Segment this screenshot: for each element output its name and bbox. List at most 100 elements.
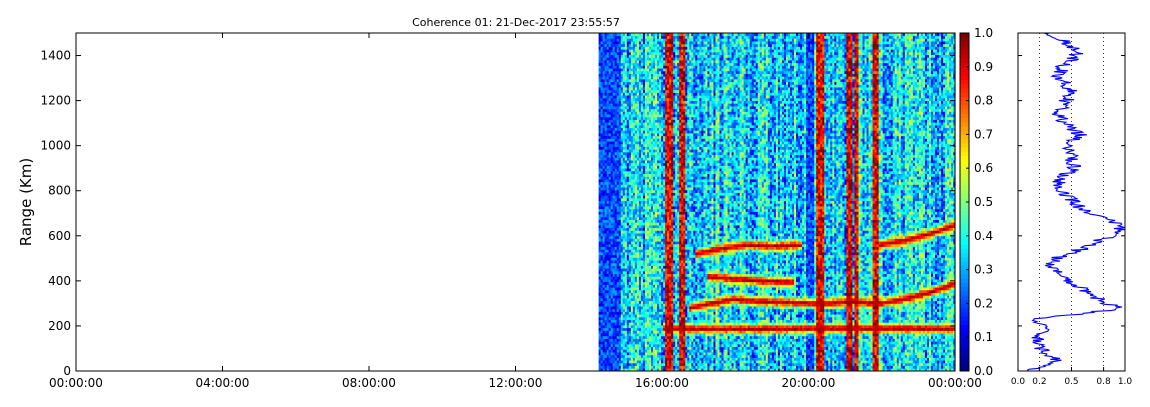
heatmap-cell [604,157,608,161]
heatmap-cell [618,349,622,353]
heatmap-cell [620,297,624,302]
heatmap-cell [612,289,616,293]
heatmap-cell [598,306,602,310]
heatmap-cell [614,46,618,50]
heatmap-cell [616,138,620,142]
heatmap-cell [598,257,602,261]
heatmap-cell [618,133,622,137]
heatmap-cell [620,160,624,164]
heatmap-cell [628,214,632,218]
heatmap-cell [604,306,608,310]
heatmap-cell [610,157,614,161]
heatmap-cell [598,119,602,123]
heatmap-cell [626,335,630,339]
heatmap-cell [626,119,630,123]
heatmap-cell [624,95,628,99]
heatmap-cell [616,84,620,88]
heatmap-cell [610,249,614,253]
heatmap-cell [618,354,622,358]
heatmap-cell [606,273,610,277]
heatmap-cell [618,227,622,231]
heatmap-cell [614,262,618,266]
heatmap-cell [622,133,626,137]
heatmap-cell [626,100,630,104]
heatmap-cell [602,246,606,250]
heatmap-cell [624,168,628,172]
heatmap-cell [628,292,632,296]
heatmap-cell [618,341,622,345]
heatmap-cell [624,368,628,372]
heatmap-cell [602,97,606,101]
heatmap-cell [626,297,630,302]
heatmap-cell [620,246,624,250]
heatmap-cell [614,243,618,248]
heatmap-cell [614,254,618,258]
heatmap-cell [622,200,626,204]
heatmap-cell [628,227,632,231]
heatmap-cell [606,316,610,321]
heatmap-cell [608,141,612,145]
heatmap-cell [598,135,602,139]
heatmap-cell [598,346,602,350]
heatmap-cell [608,192,612,196]
heatmap-cell [616,92,620,96]
heatmap-cell [608,62,612,66]
heatmap-cell [622,260,626,264]
heatmap-cell [604,270,608,275]
heatmap-cell [622,303,626,307]
heatmap-cell [600,203,604,207]
heatmap-cell [620,187,624,191]
heatmap-cell [622,354,626,358]
heatmap-cell [610,97,614,101]
heatmap-cell [598,62,602,66]
heatmap-cell [612,224,616,229]
heatmap-cell [600,335,604,339]
heatmap-cell [622,119,626,123]
heatmap-cell [602,360,606,364]
heatmap-cell [604,87,608,91]
heatmap-cell [612,303,616,307]
heatmap-cell [614,203,618,207]
heatmap-cell [620,197,624,202]
heatmap-cell [614,287,618,291]
heatmap-cell [624,341,628,345]
heatmap-cell [616,262,620,266]
heatmap-cell [622,160,626,164]
heatmap-cell [600,327,604,331]
heatmap-cell [608,149,612,153]
heatmap-cell [604,200,608,204]
heatmap-cell [608,257,612,261]
heatmap-cell [618,300,622,304]
heatmap-cell [612,292,616,296]
heatmap-cell [612,362,616,366]
heatmap-cell [624,130,628,134]
heatmap-cell [612,135,616,139]
heatmap-cell [612,322,616,326]
heatmap-cell [604,214,608,218]
heatmap-cell [598,165,602,169]
heatmap-cell [604,181,608,185]
heatmap-cell [624,330,628,334]
heatmap-cell [624,333,628,337]
heatmap-cell [616,130,620,134]
heatmap-cell [618,292,622,296]
heatmap-cell [610,306,614,310]
heatmap-cell [606,157,610,161]
heatmap-cell [610,192,614,196]
heatmap-cell [620,89,624,93]
heatmap-cell [600,368,604,372]
heatmap-cell [598,60,602,64]
heatmap-cell [620,338,624,342]
heatmap-cell [600,35,604,39]
heatmap-cell [612,252,616,256]
heatmap-cell [614,270,618,275]
heatmap-cell [610,146,614,150]
heatmap-cell [628,316,632,321]
heatmap-cell [600,189,604,193]
heatmap-cell [612,119,616,123]
heatmap-cell [620,95,624,99]
heatmap-cell [608,338,612,342]
heatmap-cell [612,149,616,153]
heatmap-cell [606,100,610,104]
